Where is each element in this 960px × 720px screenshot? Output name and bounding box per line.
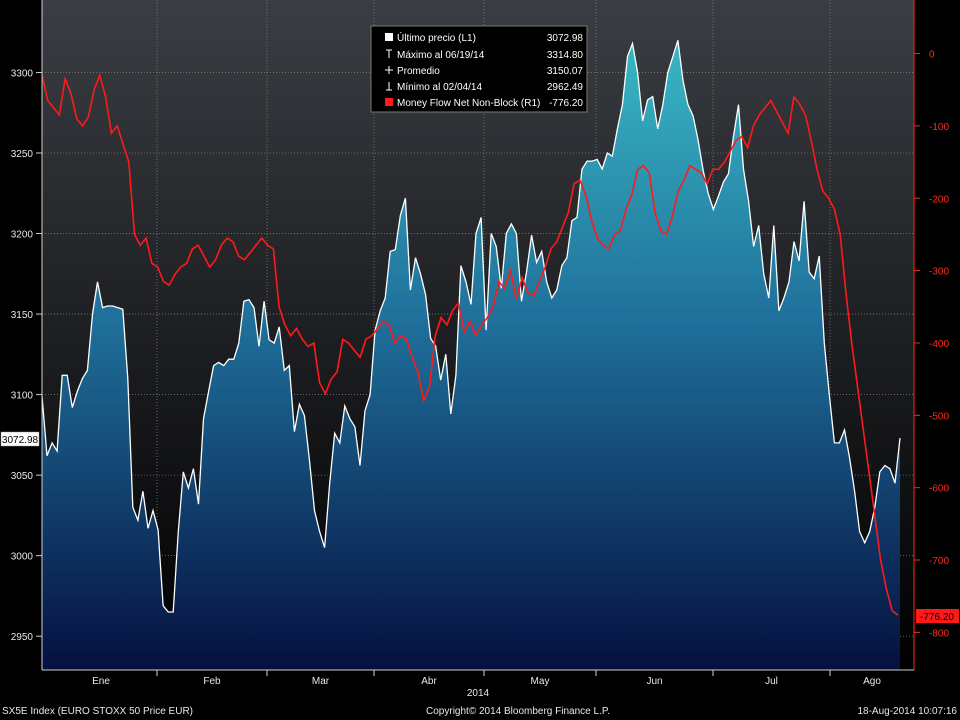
x-axis-year-label: 2014 xyxy=(467,688,490,699)
x-tick-label: May xyxy=(531,676,550,687)
price-area xyxy=(42,40,900,670)
left-tick-label: 3300 xyxy=(11,68,34,79)
left-tick-label: 3100 xyxy=(11,391,34,402)
svg-text:3150.07: 3150.07 xyxy=(547,66,584,77)
x-tick-label: Mar xyxy=(312,676,330,687)
svg-text:Máximo al 06/19/14: Máximo al 06/19/14 xyxy=(397,50,485,61)
svg-text:Mínimo al 02/04/14: Mínimo al 02/04/14 xyxy=(397,82,482,93)
legend: Último precio (L1) 3072.98 Máximo al 06/… xyxy=(370,25,588,113)
svg-text:Promedio: Promedio xyxy=(397,66,440,77)
right-tick-label: -400 xyxy=(929,339,949,350)
svg-text:Money Flow Net Non-Block (R1): Money Flow Net Non-Block (R1) xyxy=(397,98,540,109)
right-tick-label: -300 xyxy=(929,267,949,278)
x-tick-label: Feb xyxy=(203,676,221,687)
right-tick-label: -600 xyxy=(929,484,949,495)
square-red-icon xyxy=(385,98,393,106)
price-current-value: 3072.98 xyxy=(2,435,39,446)
legend-item-average: Promedio 3150.07 xyxy=(385,66,583,77)
money-flow-line xyxy=(42,72,899,616)
money-flow-current-value: -776.20 xyxy=(920,612,954,623)
x-tick-label: Jul xyxy=(765,676,778,687)
legend-item-last-price: Último precio (L1) 3072.98 xyxy=(385,31,583,44)
right-tick-label: -100 xyxy=(929,122,949,133)
right-axis-ticks: 0 -100 -200 -300 -400 -500 -600 -700 -800 xyxy=(914,50,949,639)
right-tick-label: -700 xyxy=(929,556,949,567)
right-tick-label: -800 xyxy=(929,628,949,639)
svg-text:2962.49: 2962.49 xyxy=(547,82,584,93)
right-tick-label: -500 xyxy=(929,411,949,422)
min-marker-icon xyxy=(386,82,392,91)
money-flow-current-badge: -776.20 xyxy=(916,609,959,623)
average-marker-icon xyxy=(385,66,393,74)
max-marker-icon xyxy=(386,49,392,58)
footer-timestamp: 18-Aug-2014 10:07:16 xyxy=(857,706,957,717)
left-tick-label: 3000 xyxy=(11,552,34,563)
right-tick-label: 0 xyxy=(929,50,935,61)
left-tick-label: 3050 xyxy=(11,471,34,482)
legend-item-min: Mínimo al 02/04/14 2962.49 xyxy=(386,82,583,93)
x-tick-label: Jun xyxy=(646,676,662,687)
footer-security-name: SX5E Index (EURO STOXX 50 Price EUR) xyxy=(2,706,193,717)
left-tick-label: 3150 xyxy=(11,310,34,321)
left-tick-label: 3250 xyxy=(11,149,34,160)
legend-box xyxy=(370,25,588,113)
x-tick-label: Abr xyxy=(421,676,437,687)
x-tick-label: Ene xyxy=(92,676,110,687)
svg-text:-776.20: -776.20 xyxy=(549,98,583,109)
left-tick-label: 2950 xyxy=(11,632,34,643)
price-current-badge: 3072.98 xyxy=(0,431,40,447)
x-tick-label: Ago xyxy=(863,676,881,687)
legend-item-max: Máximo al 06/19/14 3314.80 xyxy=(386,49,584,61)
footer-copyright: Copyright© 2014 Bloomberg Finance L.P. xyxy=(426,706,610,717)
svg-text:Último precio (L1): Último precio (L1) xyxy=(397,31,476,44)
svg-text:3072.98: 3072.98 xyxy=(547,33,584,44)
price-line xyxy=(42,40,901,613)
svg-text:3314.80: 3314.80 xyxy=(547,50,584,61)
square-white-icon xyxy=(385,33,393,41)
left-tick-label: 3200 xyxy=(11,230,34,241)
legend-item-money-flow: Money Flow Net Non-Block (R1) -776.20 xyxy=(385,98,583,109)
left-axis-ticks: 2950 3000 3050 3100 3150 3200 3250 3300 xyxy=(11,68,42,643)
x-axis-ticks: Ene Feb Mar Abr May Jun Jul Ago xyxy=(92,670,881,687)
right-tick-label: -200 xyxy=(929,194,949,205)
